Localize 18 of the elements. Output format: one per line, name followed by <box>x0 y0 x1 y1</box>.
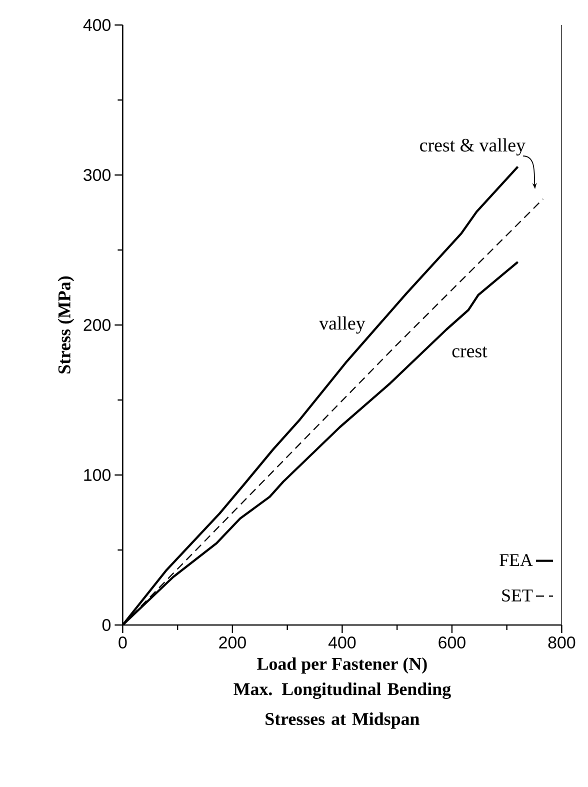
y-tick-label: 100 <box>84 469 111 481</box>
legend-label: SET <box>502 589 533 602</box>
x-axis-title: Load per Fastener (N) <box>257 657 427 674</box>
annotation: crest <box>452 346 488 358</box>
annotation: valley <box>319 316 366 334</box>
legend-label: FEA <box>500 554 533 566</box>
x-tick-label: 600 <box>438 636 466 649</box>
y-tick-label: 200 <box>84 319 111 331</box>
x-tick-label: 200 <box>219 636 246 649</box>
y-tick-label: 300 <box>84 169 111 181</box>
y-tick-label: 400 <box>83 18 111 31</box>
annotation: crest & valley <box>420 138 526 156</box>
y-tick-label: 0 <box>102 619 111 631</box>
text: Max. Longitudinal Bending Stresses at Midspan <box>234 682 451 729</box>
x-tick-label: 800 <box>548 636 576 649</box>
x-tick-label: 400 <box>328 636 356 649</box>
y-axis-title: Stress (MPa) <box>58 276 74 374</box>
x-tick-label: 0 <box>118 636 127 649</box>
